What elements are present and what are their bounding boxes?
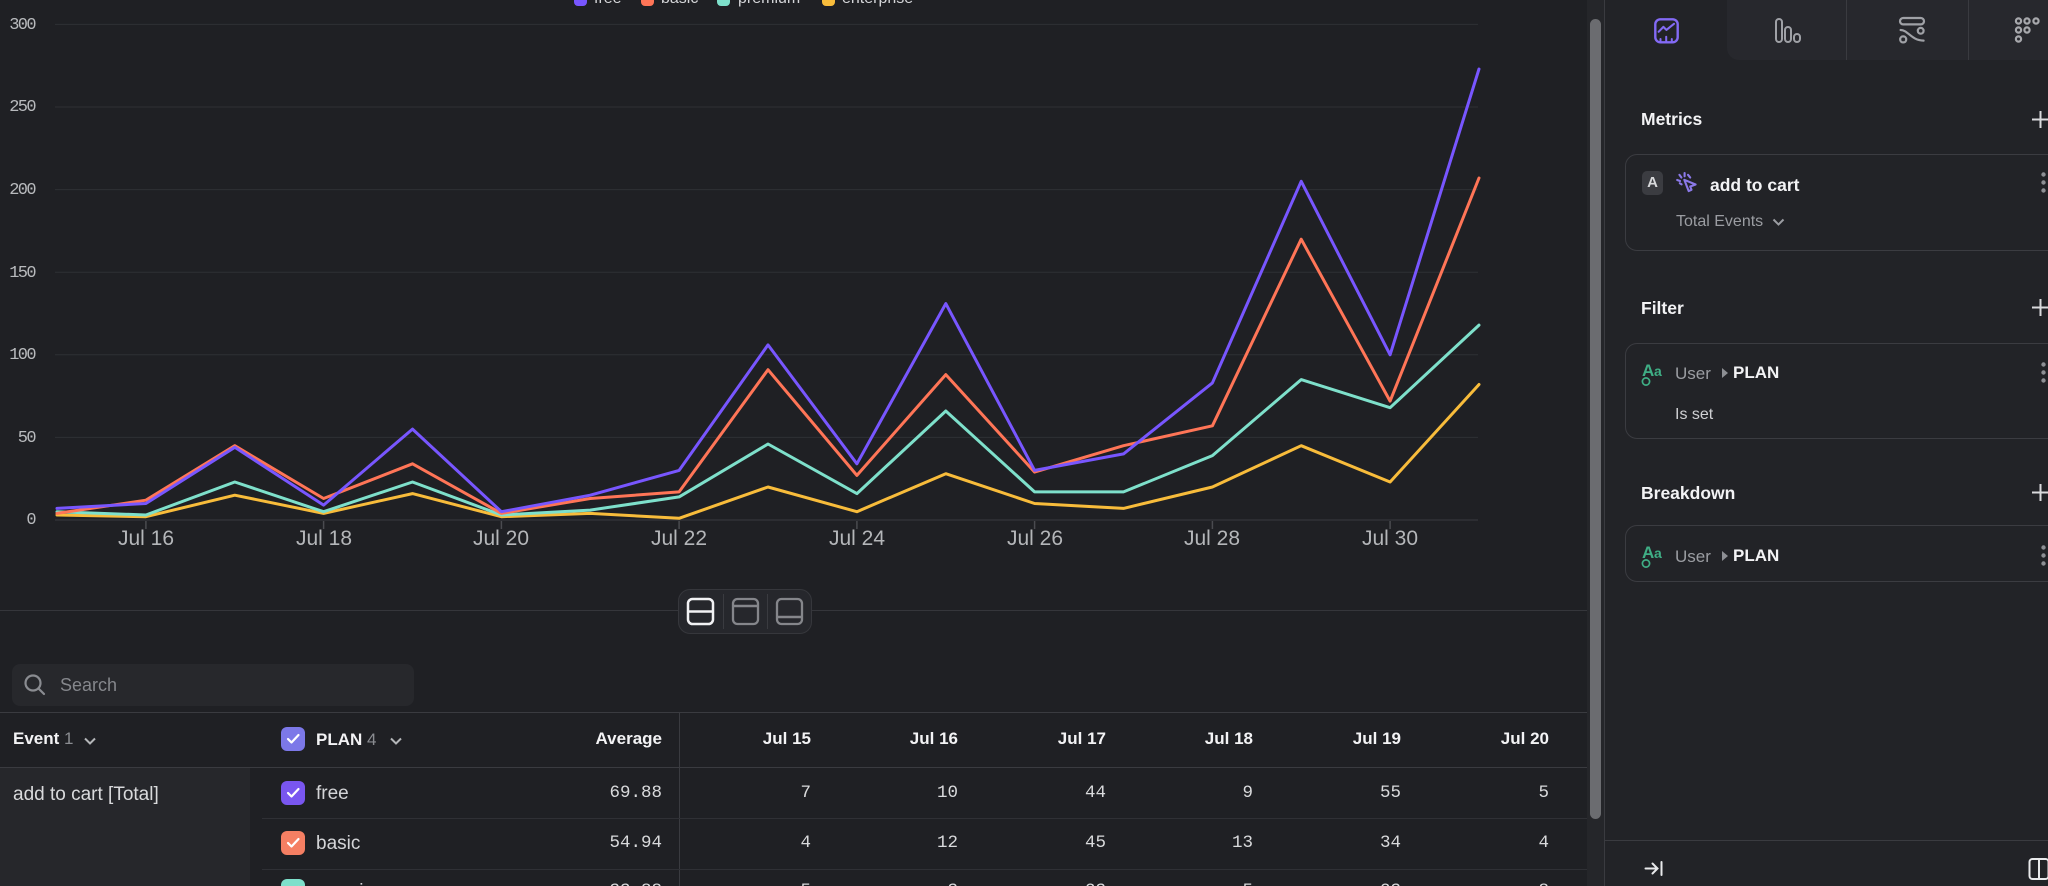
svg-text:A: A (1642, 543, 1654, 562)
svg-text:a: a (1654, 363, 1662, 379)
svg-text:A: A (1642, 361, 1654, 380)
svg-text:a: a (1654, 545, 1662, 561)
